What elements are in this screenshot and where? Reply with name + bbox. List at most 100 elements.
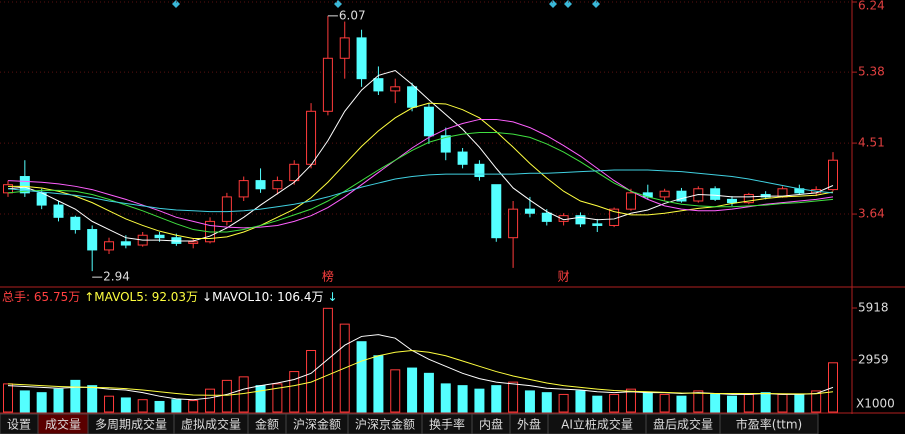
tab[interactable]: AI立桩成交量 — [561, 417, 633, 432]
moving-average — [7, 131, 834, 233]
volume-bar — [524, 390, 535, 413]
volume-bar — [137, 399, 148, 413]
moving-average — [7, 69, 834, 242]
candle-body — [558, 215, 569, 222]
volume-bar — [558, 393, 569, 413]
volume-bar — [171, 399, 182, 413]
volume-bar — [255, 385, 266, 413]
volume-bar — [19, 390, 30, 413]
candle-body — [356, 37, 367, 80]
candle-body — [592, 223, 603, 226]
tab[interactable]: 沪深京金额 — [355, 417, 415, 432]
legend-entry: ↓MAVOL10: 106.4万 — [202, 290, 323, 304]
candle-body — [339, 37, 350, 59]
volume-bar — [188, 400, 199, 413]
candle-body — [70, 216, 81, 231]
volume-bar — [625, 388, 636, 413]
volume-bar — [794, 393, 805, 413]
candle-body — [390, 86, 401, 92]
candle-body — [710, 188, 721, 200]
volume-bar — [474, 388, 485, 413]
volume-bar — [306, 349, 317, 413]
candle-body — [221, 196, 232, 222]
volume-bar — [205, 388, 216, 413]
candle-body — [238, 180, 249, 198]
volume-bar — [575, 390, 586, 413]
diamond — [564, 0, 572, 8]
tab[interactable]: 金额 — [255, 417, 279, 432]
volume-bar — [36, 392, 47, 413]
event-label: 财 — [558, 270, 570, 284]
volume-bar — [221, 379, 232, 413]
volume-bar — [356, 341, 367, 413]
legend-entry: ↓ — [328, 290, 338, 304]
volume-bar — [743, 393, 754, 413]
candle-body — [87, 229, 98, 251]
legend-entry: 总手: 65.75万 — [2, 290, 80, 304]
candle-body — [524, 208, 535, 214]
volume-bar — [491, 385, 502, 413]
y-tick-label: 4.51 — [858, 136, 885, 150]
tab[interactable]: 多周期成交量 — [95, 417, 167, 432]
legend-entry: ↑MAVOL5: 92.03万 — [84, 290, 198, 304]
candle-body — [491, 184, 502, 239]
tab[interactable]: 设置 — [7, 418, 31, 432]
tab[interactable]: 内盘 — [479, 417, 503, 432]
candle-body — [743, 193, 754, 204]
y-tick-label: 5.38 — [858, 65, 885, 79]
volume-bar — [777, 393, 788, 413]
tab[interactable]: 换手率 — [429, 417, 465, 432]
event-label: 榜 — [322, 269, 334, 284]
volume-bar — [373, 355, 384, 413]
volume-bar — [70, 379, 81, 413]
volume-bar — [154, 400, 165, 413]
candle-body — [53, 204, 64, 218]
volume-bar — [676, 395, 687, 413]
tab[interactable]: 虚拟成交量 — [181, 417, 241, 432]
tab[interactable]: 成交量 — [45, 417, 81, 432]
candle-body — [188, 241, 199, 244]
candle-body — [289, 163, 300, 182]
tab[interactable]: 盘后成交量 — [653, 417, 713, 432]
tab-bar: 设置 成交量 多周期成交量 虚拟成交量 金额 沪深金额 沪深京金额 换手率 内盘 外盘 AI立桩成交… — [0, 413, 819, 434]
y-tick-label: 5918 — [858, 301, 889, 315]
candle-body — [625, 192, 636, 210]
volume-bar — [710, 393, 721, 413]
candle-body — [373, 78, 384, 92]
y-tick-label: 3.64 — [858, 207, 885, 221]
candle-body — [322, 57, 333, 112]
candle-body — [676, 190, 687, 202]
y-tick-label: 2959 — [858, 353, 889, 367]
tab[interactable]: 外盘 — [517, 417, 541, 432]
volume-bar — [693, 390, 704, 413]
volume-bar — [322, 307, 333, 413]
volume-bar — [390, 369, 401, 413]
volume-bar — [104, 395, 115, 413]
diamond — [172, 0, 180, 8]
candle-body — [726, 198, 737, 204]
volume-bar — [508, 381, 519, 413]
min-label: 2.94 — [103, 270, 130, 284]
volume-bar — [120, 397, 131, 413]
volume-bar — [423, 372, 434, 413]
volume-bar — [811, 390, 822, 413]
candle-body — [440, 135, 451, 153]
diamond — [592, 0, 600, 8]
volume-bar — [609, 393, 620, 413]
volume-bar — [760, 392, 771, 413]
candle-body — [272, 180, 283, 190]
unit-label: X1000 — [856, 397, 895, 411]
volume-bar — [53, 388, 64, 413]
volume-bar — [440, 383, 451, 413]
volume-average — [7, 349, 834, 396]
volume-bar — [659, 393, 670, 413]
max-label: 6.07 — [339, 8, 366, 22]
volume-bar — [407, 367, 418, 413]
candle-body — [104, 241, 115, 251]
volume-bar — [541, 392, 552, 413]
tab[interactable]: 沪深金额 — [293, 417, 341, 432]
candle-body — [659, 190, 670, 198]
tab[interactable]: 市盈率(ttm) — [736, 417, 802, 432]
volume-bar — [3, 383, 13, 413]
candle-body — [508, 208, 519, 239]
